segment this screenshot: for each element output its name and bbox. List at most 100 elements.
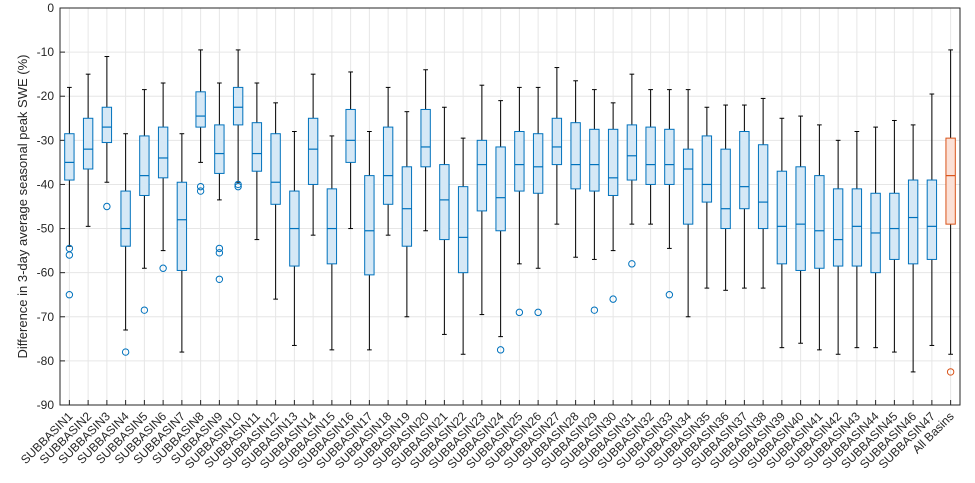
box-subbasin38 xyxy=(757,97,769,289)
box-subbasin30 xyxy=(607,102,619,303)
box-subbasin3 xyxy=(101,56,113,211)
box-subbasin47 xyxy=(926,93,938,346)
box-subbasin24 xyxy=(495,100,506,354)
iqr-box xyxy=(682,148,694,225)
iqr-box xyxy=(307,117,319,185)
outlier-point xyxy=(215,275,224,283)
iqr-box xyxy=(626,124,638,181)
box-subbasin22 xyxy=(457,137,469,355)
box-subbasin6 xyxy=(157,82,169,272)
outlier-point xyxy=(590,306,599,314)
iqr-box xyxy=(889,192,900,260)
iqr-box xyxy=(139,135,150,196)
box-all-basins xyxy=(945,49,956,376)
iqr-box xyxy=(382,126,394,205)
box-subbasin17 xyxy=(364,131,375,351)
boxes xyxy=(64,49,956,376)
outlier-point xyxy=(65,291,74,299)
outlier-point xyxy=(215,249,224,257)
box-subbasin28 xyxy=(570,80,581,258)
box-subbasin41 xyxy=(814,124,825,351)
iqr-box xyxy=(645,126,656,185)
y-tick-label: -20 xyxy=(37,89,55,103)
y-tick-label: -40 xyxy=(37,177,55,191)
iqr-box xyxy=(214,124,225,174)
box-subbasin45 xyxy=(889,119,900,353)
box-subbasin44 xyxy=(870,126,881,349)
outlier-point xyxy=(215,244,224,253)
y-tick-label: -80 xyxy=(37,354,55,368)
y-tick-label: -10 xyxy=(37,45,55,59)
iqr-box xyxy=(251,122,263,172)
box-subbasin18 xyxy=(382,86,394,236)
y-tick-label: -90 xyxy=(37,398,55,412)
y-tick-label: -60 xyxy=(37,266,55,280)
outlier-point xyxy=(234,180,242,189)
iqr-box xyxy=(401,166,413,247)
outlier-point xyxy=(121,348,130,356)
outlier-point xyxy=(946,368,955,376)
box-subbasin39 xyxy=(776,117,788,349)
y-tick-label: -30 xyxy=(37,133,55,147)
outlier-point xyxy=(103,202,111,211)
iqr-box xyxy=(270,133,281,205)
outlier-point xyxy=(515,308,524,317)
iqr-box xyxy=(82,117,94,170)
box-subbasin25 xyxy=(514,86,525,317)
iqr-box xyxy=(589,128,600,192)
iqr-box xyxy=(232,86,244,126)
outlier-point xyxy=(534,308,542,317)
box-subbasin5 xyxy=(139,89,150,314)
iqr-box xyxy=(757,144,769,230)
box-subbasin29 xyxy=(589,89,600,314)
iqr-box xyxy=(832,188,844,267)
iqr-box xyxy=(739,131,750,210)
iqr-box xyxy=(439,164,450,241)
iqr-box xyxy=(364,175,375,276)
box-subbasin21 xyxy=(439,106,450,335)
iqr-box xyxy=(851,188,863,267)
box-subbasin43 xyxy=(851,131,863,349)
outlier-point xyxy=(65,251,74,259)
box-subbasin16 xyxy=(345,71,356,230)
iqr-box xyxy=(926,179,938,260)
y-tick-label: -50 xyxy=(37,222,55,236)
iqr-box xyxy=(476,139,488,212)
iqr-box xyxy=(101,106,113,144)
box-subbasin9 xyxy=(214,82,225,283)
box-subbasin36 xyxy=(720,104,731,291)
box-subbasin33 xyxy=(664,89,675,299)
box-subbasin32 xyxy=(645,89,656,225)
box-subbasin12 xyxy=(270,102,281,300)
iqr-box xyxy=(195,91,206,128)
plot-frame xyxy=(59,7,961,406)
outlier-point xyxy=(196,182,205,191)
box-subbasin15 xyxy=(326,135,338,351)
iqr-box xyxy=(795,166,806,271)
outlier-point xyxy=(140,306,149,314)
iqr-box xyxy=(157,126,169,179)
box-subbasin20 xyxy=(420,69,431,232)
box-subbasin31 xyxy=(626,73,638,268)
box-subbasin10 xyxy=(232,49,244,191)
box-subbasin14 xyxy=(307,73,319,236)
y-axis: 0 -10 -20 -30 -40 -50 -60 -70 -80 -90 xyxy=(37,1,65,412)
outlier-point xyxy=(628,260,636,268)
grid-lines xyxy=(60,7,960,406)
box-subbasin26 xyxy=(532,86,544,317)
box-subbasin27 xyxy=(551,67,563,225)
box-subbasin13 xyxy=(289,131,300,346)
box-subbasin4 xyxy=(120,133,131,356)
box-subbasin42 xyxy=(832,139,844,355)
iqr-box xyxy=(570,122,581,190)
iqr-box xyxy=(664,128,675,185)
iqr-box xyxy=(326,188,338,265)
outlier-point xyxy=(196,187,205,195)
iqr-box xyxy=(495,146,506,232)
box-subbasin1 xyxy=(64,86,75,299)
y-axis-label: Difference in 3-day average seasonal pea… xyxy=(15,55,30,359)
iqr-box xyxy=(814,175,825,269)
x-axis: SUBBASIN1SUBBASIN2SUBBASIN3SUBBASIN4SUBB… xyxy=(18,400,957,471)
iqr-box xyxy=(514,131,525,192)
